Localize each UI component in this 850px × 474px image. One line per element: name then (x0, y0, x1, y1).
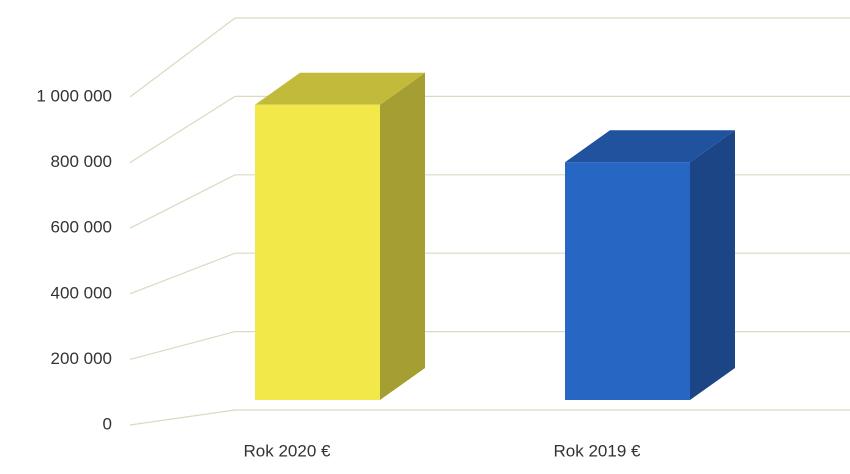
grid-line (129, 174, 850, 229)
y-tick-label: 1 000 000 (36, 86, 112, 105)
x-tick-label: Rok 2019 € (554, 441, 641, 460)
y-tick-label: 400 000 (51, 283, 112, 302)
y-tick-label: 600 000 (51, 218, 112, 237)
bar (565, 162, 690, 400)
x-tick-label: Rok 2020 € (244, 441, 331, 460)
bar-top (565, 130, 735, 163)
y-tick-label: 200 000 (51, 349, 112, 368)
grid-line (129, 252, 850, 295)
grid-line (129, 409, 850, 426)
y-tick-label: 0 (103, 414, 112, 433)
bar (255, 104, 380, 401)
grid-line (129, 95, 850, 164)
y-tick-label: 800 000 (51, 152, 112, 171)
bar-side (690, 130, 735, 400)
bar-top (255, 72, 425, 105)
grid-line (129, 17, 850, 98)
bar-side (380, 72, 425, 401)
grid-line (129, 331, 850, 360)
